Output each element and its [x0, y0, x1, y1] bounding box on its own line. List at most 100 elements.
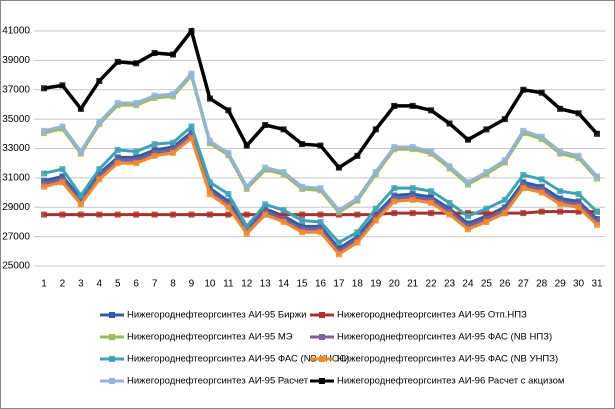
legend-label: Нижегороднефтеоргсинтез АИ-95 МЭ: [127, 332, 293, 343]
y-tick-label: 39000: [2, 55, 30, 66]
point-marker: [243, 223, 250, 230]
point-marker: [501, 116, 508, 123]
point-marker: [59, 123, 66, 130]
point-marker: [354, 239, 361, 246]
point-marker: [391, 185, 398, 192]
point-marker: [335, 251, 342, 258]
point-marker: [464, 213, 471, 220]
point-marker: [151, 211, 158, 218]
point-marker: [428, 107, 435, 114]
point-marker: [188, 211, 195, 218]
point-marker: [225, 149, 232, 156]
x-tick-label: 2: [60, 279, 66, 290]
point-marker: [151, 50, 158, 57]
x-tick-label: 3: [78, 279, 84, 290]
point-marker: [464, 136, 471, 143]
point-marker: [409, 102, 416, 109]
x-tick-label: 20: [389, 279, 401, 290]
point-marker: [262, 164, 269, 171]
point-marker: [59, 166, 66, 173]
point-marker: [151, 92, 158, 99]
point-marker: [317, 142, 324, 149]
point-marker: [372, 217, 379, 224]
point-marker: [483, 210, 490, 217]
x-tick-label: 19: [370, 279, 382, 290]
point-marker: [133, 99, 140, 106]
point-marker: [317, 229, 324, 236]
point-marker: [538, 176, 545, 183]
point-marker: [391, 144, 398, 151]
point-marker: [151, 141, 158, 148]
point-marker: [77, 148, 84, 155]
point-marker: [41, 183, 47, 190]
legend-marker: [109, 356, 115, 362]
x-tick-label: 12: [241, 279, 253, 290]
point-marker: [575, 191, 582, 198]
point-marker: [59, 211, 66, 218]
point-marker: [41, 127, 47, 134]
point-marker: [428, 199, 435, 206]
point-marker: [428, 148, 435, 155]
point-marker: [501, 157, 508, 164]
point-marker: [243, 142, 250, 149]
point-marker: [409, 185, 416, 192]
point-marker: [428, 188, 435, 195]
x-tick-label: 30: [573, 279, 585, 290]
point-marker: [594, 173, 600, 180]
point-marker: [96, 119, 103, 126]
point-marker: [262, 201, 269, 208]
point-marker: [299, 183, 306, 190]
x-tick-label: 4: [97, 279, 103, 290]
legend-label: Нижегороднефтеоргсинтез АИ-95 ФАС (NB УН…: [337, 354, 558, 365]
legend-label: Нижегороднефтеоргсинтез АИ-95 Расчет: [127, 376, 309, 387]
point-marker: [206, 211, 213, 218]
legend-label: Нижегороднефтеоргсинтез АИ-95 ФАС (NB КН…: [127, 354, 349, 365]
point-marker: [538, 189, 545, 196]
x-tick-label: 28: [536, 279, 548, 290]
x-tick-label: 15: [297, 279, 309, 290]
point-marker: [575, 152, 582, 159]
point-marker: [225, 107, 232, 114]
point-marker: [280, 207, 287, 214]
point-marker: [501, 210, 508, 217]
point-marker: [557, 105, 564, 112]
point-marker: [206, 179, 213, 186]
point-marker: [41, 170, 47, 177]
point-marker: [335, 207, 342, 214]
point-marker: [501, 196, 508, 203]
point-marker: [77, 211, 84, 218]
point-marker: [317, 218, 324, 225]
x-tick-label: 7: [152, 279, 158, 290]
point-marker: [520, 171, 527, 178]
point-marker: [409, 210, 416, 217]
x-tick-label: 23: [444, 279, 456, 290]
point-marker: [243, 183, 250, 190]
point-marker: [133, 160, 140, 167]
point-marker: [96, 166, 103, 173]
point-marker: [575, 110, 582, 117]
x-tick-label: 1: [41, 279, 47, 290]
point-marker: [464, 226, 471, 233]
x-tick-label: 24: [462, 279, 474, 290]
point-marker: [188, 70, 195, 77]
point-marker: [538, 208, 545, 215]
y-tick-label: 29000: [2, 202, 30, 213]
x-tick-label: 9: [189, 279, 195, 290]
point-marker: [575, 204, 582, 211]
point-marker: [59, 179, 66, 186]
point-marker: [335, 239, 342, 246]
point-marker: [133, 148, 140, 155]
point-marker: [446, 199, 453, 206]
point-marker: [114, 58, 121, 65]
y-tick-label: 35000: [2, 114, 30, 125]
point-marker: [206, 95, 213, 102]
x-tick-label: 31: [591, 279, 603, 290]
point-marker: [520, 127, 527, 134]
point-marker: [446, 120, 453, 127]
point-marker: [225, 211, 232, 218]
point-marker: [335, 164, 342, 171]
point-marker: [483, 218, 490, 225]
x-tick-label: 8: [170, 279, 176, 290]
